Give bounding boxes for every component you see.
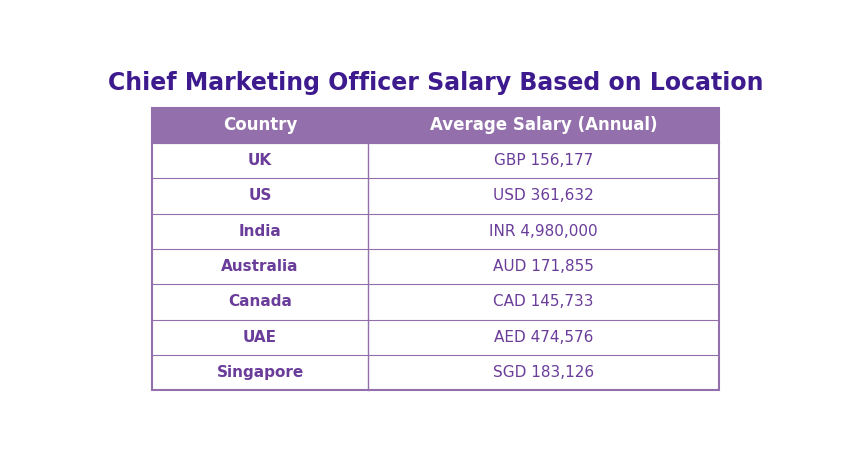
Text: UAE: UAE (243, 330, 277, 345)
Text: GBP 156,177: GBP 156,177 (494, 153, 593, 168)
Text: Chief Marketing Officer Salary Based on Location: Chief Marketing Officer Salary Based on … (108, 71, 763, 95)
Text: AUD 171,855: AUD 171,855 (493, 259, 593, 274)
Bar (152, 320, 719, 355)
Bar (152, 108, 719, 143)
Bar (152, 355, 719, 390)
Text: CAD 145,733: CAD 145,733 (493, 294, 593, 309)
Text: Average Salary (Annual): Average Salary (Annual) (429, 117, 657, 135)
Text: Canada: Canada (228, 294, 292, 309)
Text: AED 474,576: AED 474,576 (494, 330, 593, 345)
Text: INR 4,980,000: INR 4,980,000 (489, 224, 598, 239)
Bar (152, 249, 719, 284)
Bar (152, 108, 719, 390)
Text: UK: UK (248, 153, 272, 168)
Bar (152, 143, 719, 178)
Text: US: US (248, 189, 272, 203)
Text: USD 361,632: USD 361,632 (493, 189, 593, 203)
Text: SGD 183,126: SGD 183,126 (493, 365, 594, 380)
Bar (152, 178, 719, 214)
Text: Singapore: Singapore (217, 365, 303, 380)
Text: India: India (239, 224, 281, 239)
Text: Australia: Australia (221, 259, 298, 274)
Bar (152, 214, 719, 249)
Text: Country: Country (223, 117, 298, 135)
Bar (152, 284, 719, 319)
